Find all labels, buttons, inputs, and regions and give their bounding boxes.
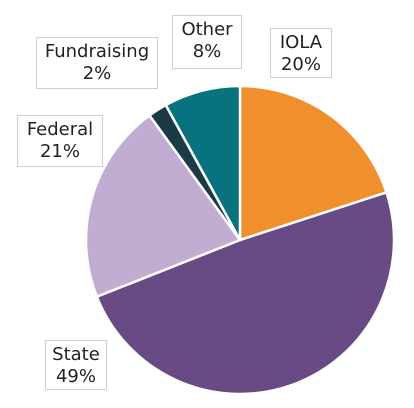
pie-slice-other: [164, 84, 242, 242]
slice-label-value: 49%: [55, 366, 96, 387]
slice-label-other: Other 8%: [172, 15, 242, 69]
slice-label-name: Federal: [26, 119, 94, 140]
slice-label-state: State 49%: [45, 340, 107, 390]
pie-slice-state: [95, 191, 396, 396]
slice-label-value: 2%: [82, 63, 112, 84]
slice-label-name: IOLA: [279, 32, 323, 53]
slice-label-name: Other: [181, 19, 233, 40]
slice-label-iola: IOLA 20%: [270, 28, 332, 78]
slice-label-name: State: [52, 344, 100, 365]
slice-label-fundraising: Fundraising 2%: [36, 37, 158, 89]
slice-label-value: 8%: [192, 41, 222, 62]
pie-slice-federal: [84, 114, 242, 298]
slice-label-value: 20%: [280, 54, 321, 75]
slice-label-name: Fundraising: [44, 41, 150, 62]
pie-slices: [84, 84, 396, 396]
slice-label-value: 21%: [39, 141, 80, 162]
slice-label-federal: Federal 21%: [17, 115, 103, 167]
pie-slice-iola: [238, 84, 388, 242]
